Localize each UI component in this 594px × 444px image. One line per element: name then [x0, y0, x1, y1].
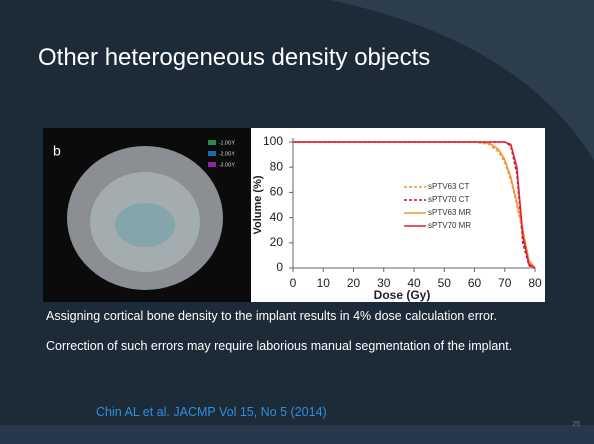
legend-swatch: [208, 162, 216, 167]
image-legend: -1.0GY: [219, 140, 236, 146]
body-text: Assigning cortical bone density to the i…: [46, 309, 566, 324]
x-tick-label: 50: [438, 276, 452, 290]
image-label: b: [53, 143, 61, 159]
x-axis-label: Dose (Gy): [374, 288, 431, 302]
legend-label: sPTV70 CT: [428, 195, 469, 204]
image-legend: -3.0GY: [219, 162, 236, 168]
citation: Chin AL et al. JACMP Vol 15, No 5 (2014): [96, 405, 327, 419]
body-text: Correction of such errors may require la…: [46, 339, 566, 354]
y-tick-label: 40: [270, 210, 284, 224]
x-tick-label: 70: [498, 276, 512, 290]
y-tick-label: 60: [270, 185, 284, 199]
ct-dose: [115, 203, 175, 247]
legend-label: sPTV63 MR: [428, 208, 471, 217]
y-axis-label: Volume (%): [252, 175, 264, 234]
x-tick-label: 0: [290, 276, 297, 290]
legend-label: sPTV63 CT: [428, 182, 469, 191]
x-tick-label: 60: [468, 276, 482, 290]
x-tick-label: 10: [317, 276, 331, 290]
y-tick-label: 100: [263, 134, 283, 148]
page-number: 25: [572, 421, 580, 428]
slide: {"slide": {"title": "Other heterogeneous…: [0, 0, 594, 444]
y-tick-label: 0: [276, 260, 283, 274]
y-tick-label: 80: [270, 159, 284, 173]
legend-label: sPTV70 MR: [428, 221, 471, 230]
image-legend: -2.0GY: [219, 151, 236, 157]
y-tick-label: 20: [270, 235, 284, 249]
legend-swatch: [208, 151, 216, 156]
x-tick-label: 80: [528, 276, 542, 290]
legend-swatch: [208, 140, 216, 145]
x-tick-label: 20: [347, 276, 361, 290]
figure: b -1.0GY -2.0GY -3.0GY 0 20 40 60 80 100 0 10 20…: [0, 0, 594, 444]
